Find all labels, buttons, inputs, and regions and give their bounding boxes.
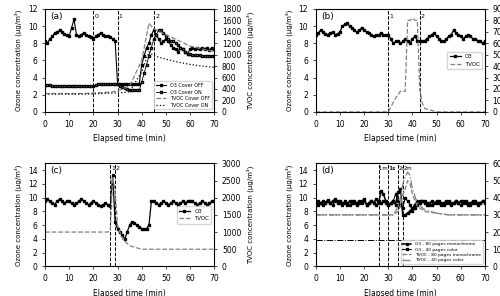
Y-axis label: Ozone concentration (μg/m³): Ozone concentration (μg/m³) bbox=[286, 164, 293, 266]
Text: 2: 2 bbox=[421, 14, 425, 19]
X-axis label: Elapsed time (min): Elapsed time (min) bbox=[364, 289, 437, 296]
Text: (d): (d) bbox=[321, 166, 334, 176]
Text: 0: 0 bbox=[94, 14, 98, 19]
Text: 2: 2 bbox=[116, 166, 120, 171]
Text: (c): (c) bbox=[50, 166, 62, 176]
Text: 1: 1 bbox=[118, 14, 122, 19]
Text: 2c: 2c bbox=[398, 166, 405, 171]
Text: 1: 1 bbox=[390, 14, 394, 19]
Text: 2: 2 bbox=[155, 14, 159, 19]
X-axis label: Elapsed time (min): Elapsed time (min) bbox=[93, 289, 166, 296]
Legend: O3 Cover OFF, O3 Cover ON, TVOC Cover OFF, TVOC Cover ON: O3 Cover OFF, O3 Cover ON, TVOC Cover OF… bbox=[154, 81, 212, 110]
Y-axis label: Ozone concentration (μg/m³): Ozone concentration (μg/m³) bbox=[286, 10, 293, 111]
Y-axis label: TVOC concentration (μg/m³): TVOC concentration (μg/m³) bbox=[247, 11, 254, 110]
Y-axis label: Ozone concentration (μg/m³): Ozone concentration (μg/m³) bbox=[14, 164, 22, 266]
Text: 1: 1 bbox=[111, 166, 115, 171]
Text: (a): (a) bbox=[50, 12, 62, 21]
Y-axis label: Ozone concentration (μg/m³): Ozone concentration (μg/m³) bbox=[14, 10, 22, 111]
X-axis label: Elapsed time (min): Elapsed time (min) bbox=[93, 134, 166, 143]
Text: (b): (b) bbox=[321, 12, 334, 21]
Legend: O3 - 80 pages monochrome, O3 - 40 pages color, TVOC - 80 pages monochrome, TVOC : O3 - 80 pages monochrome, O3 - 40 pages … bbox=[400, 240, 483, 264]
Text: 2m: 2m bbox=[404, 166, 412, 171]
X-axis label: Elapsed time (min): Elapsed time (min) bbox=[364, 134, 437, 143]
Text: 1m 1c: 1m 1c bbox=[380, 166, 396, 171]
Text: 1s: 1s bbox=[389, 166, 395, 171]
Legend: O3, TVOC: O3, TVOC bbox=[448, 52, 482, 69]
Legend: O3, TVOC: O3, TVOC bbox=[176, 206, 212, 223]
Y-axis label: TVOC concentration (μg/m³): TVOC concentration (μg/m³) bbox=[247, 166, 254, 264]
